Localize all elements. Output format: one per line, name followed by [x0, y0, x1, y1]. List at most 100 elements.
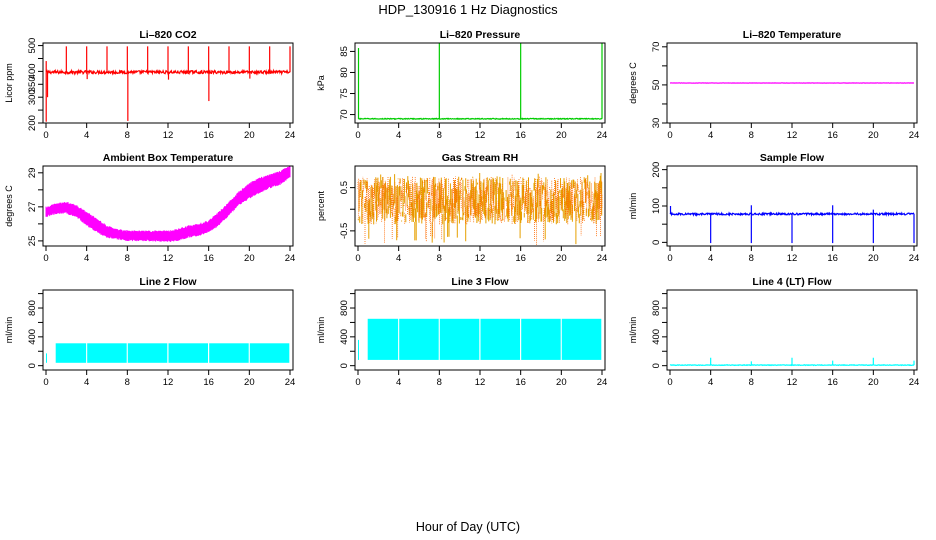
x-tick-label: 8: [125, 253, 130, 264]
series-line: [45, 165, 291, 242]
x-tick-label: 20: [868, 253, 879, 264]
y-tick-label: 27: [27, 202, 38, 213]
y-axis-label: percent: [316, 190, 326, 221]
x-tick-label: 4: [396, 253, 401, 264]
series-band: [45, 165, 291, 242]
y-axis-label: ml/min: [628, 317, 638, 344]
x-tick-label: 16: [827, 130, 838, 141]
x-axis-label: Hour of Day (UTC): [416, 520, 520, 534]
y-tick-label: 500: [27, 38, 38, 54]
chart-panel-8: Line 3 Flow 0 4 8 12 16 20 24 0 400 800 ml/min: [316, 276, 607, 388]
y-tick-label: 400: [27, 63, 38, 79]
y-tick-label: 29: [27, 168, 38, 179]
series-band-alt: [357, 174, 603, 245]
x-tick-label: 0: [43, 130, 48, 141]
y-tick-label: 0.5: [339, 181, 350, 194]
x-tick-label: 16: [515, 130, 526, 141]
y-tick-label: 30: [651, 118, 662, 129]
x-tick-label: 0: [43, 377, 48, 388]
panel-title: Gas Stream RH: [442, 152, 518, 164]
y-tick-label: 70: [651, 42, 662, 53]
x-tick-label: 24: [597, 130, 608, 141]
y-axis-label: degrees C: [4, 185, 14, 227]
y-tick-label: 800: [651, 300, 662, 316]
flow-block: [168, 343, 208, 363]
x-tick-label: 0: [667, 253, 672, 264]
x-tick-label: 4: [708, 130, 713, 141]
flow-block: [521, 318, 561, 360]
x-tick-label: 20: [556, 130, 567, 141]
x-tick-label: 0: [355, 253, 360, 264]
panel-title: Li–820 CO2: [139, 29, 196, 41]
x-tick-label: 0: [43, 253, 48, 264]
series-line: [357, 43, 603, 121]
flow-block: [367, 318, 399, 360]
x-tick-label: 4: [708, 377, 713, 388]
flow-block: [55, 343, 87, 363]
chart-panel-7: Line 2 Flow 0 4 8 12 16 20 24 0 400 800 ml/min: [4, 276, 295, 388]
x-tick-label: 20: [868, 130, 879, 141]
y-axis-label: ml/min: [628, 193, 638, 220]
y-tick-label: 0: [651, 363, 662, 368]
y-axis-label: ml/min: [4, 317, 14, 344]
flow-block: [399, 318, 439, 360]
x-tick-label: 24: [909, 253, 920, 264]
x-tick-label: 8: [437, 253, 442, 264]
series-path: [357, 117, 603, 121]
y-tick-label: 80: [339, 67, 350, 78]
y-tick-label: 0: [339, 363, 350, 368]
x-tick-label: 12: [787, 377, 798, 388]
x-tick-label: 0: [667, 377, 672, 388]
x-tick-label: 24: [909, 377, 920, 388]
x-tick-label: 16: [827, 253, 838, 264]
flow-block: [561, 318, 602, 360]
y-tick-label: 85: [339, 46, 350, 57]
x-tick-label: 20: [244, 130, 255, 141]
y-tick-label: -0.5: [339, 223, 350, 239]
flow-block: [480, 318, 520, 360]
y-tick-label: 200: [651, 162, 662, 178]
x-tick-label: 12: [787, 253, 798, 264]
y-axis-label: kPa: [316, 75, 326, 91]
panel-title: Line 4 (LT) Flow: [752, 276, 832, 288]
series-line: [357, 173, 603, 245]
x-tick-label: 0: [355, 130, 360, 141]
x-tick-label: 16: [827, 377, 838, 388]
chart-panel-9: Line 4 (LT) Flow 0 4 8 12 16 20 24 0 400 800 ml/min: [628, 276, 919, 388]
x-tick-label: 20: [244, 377, 255, 388]
y-tick-label: 350: [27, 76, 38, 92]
panel-title: Li–820 Temperature: [743, 29, 842, 41]
y-axis-label: ml/min: [316, 317, 326, 344]
x-tick-label: 12: [163, 377, 174, 388]
x-tick-label: 12: [163, 130, 174, 141]
panel-title: Line 3 Flow: [451, 276, 509, 288]
x-tick-label: 20: [556, 377, 567, 388]
chart-panel-5: Gas Stream RH 0 4 8 12 16 20 24 -0.5 0.5 percent: [316, 152, 607, 264]
series-line: [669, 205, 915, 244]
y-tick-label: 800: [27, 300, 38, 316]
figure-title: HDP_130916 1 Hz Diagnostics: [378, 2, 558, 17]
flow-block: [87, 343, 127, 363]
x-tick-label: 24: [285, 253, 296, 264]
y-tick-label: 25: [27, 236, 38, 247]
x-tick-label: 16: [203, 253, 214, 264]
flow-block: [249, 343, 290, 363]
flow-block: [209, 343, 249, 363]
chart-panel-2: Li–820 Pressure 0 4 8 12 16 20 24 70 75 80 85 kPa: [316, 29, 607, 141]
x-tick-label: 8: [437, 130, 442, 141]
x-tick-label: 16: [203, 377, 214, 388]
x-tick-label: 12: [475, 253, 486, 264]
x-tick-label: 8: [749, 130, 754, 141]
x-tick-label: 20: [868, 377, 879, 388]
x-tick-label: 12: [163, 253, 174, 264]
x-tick-label: 20: [244, 253, 255, 264]
x-tick-label: 8: [749, 377, 754, 388]
x-tick-label: 16: [515, 253, 526, 264]
x-tick-label: 12: [475, 130, 486, 141]
x-tick-label: 24: [909, 130, 920, 141]
flow-block: [439, 318, 480, 360]
y-tick-label: 400: [27, 329, 38, 345]
y-tick-label: 100: [651, 198, 662, 214]
